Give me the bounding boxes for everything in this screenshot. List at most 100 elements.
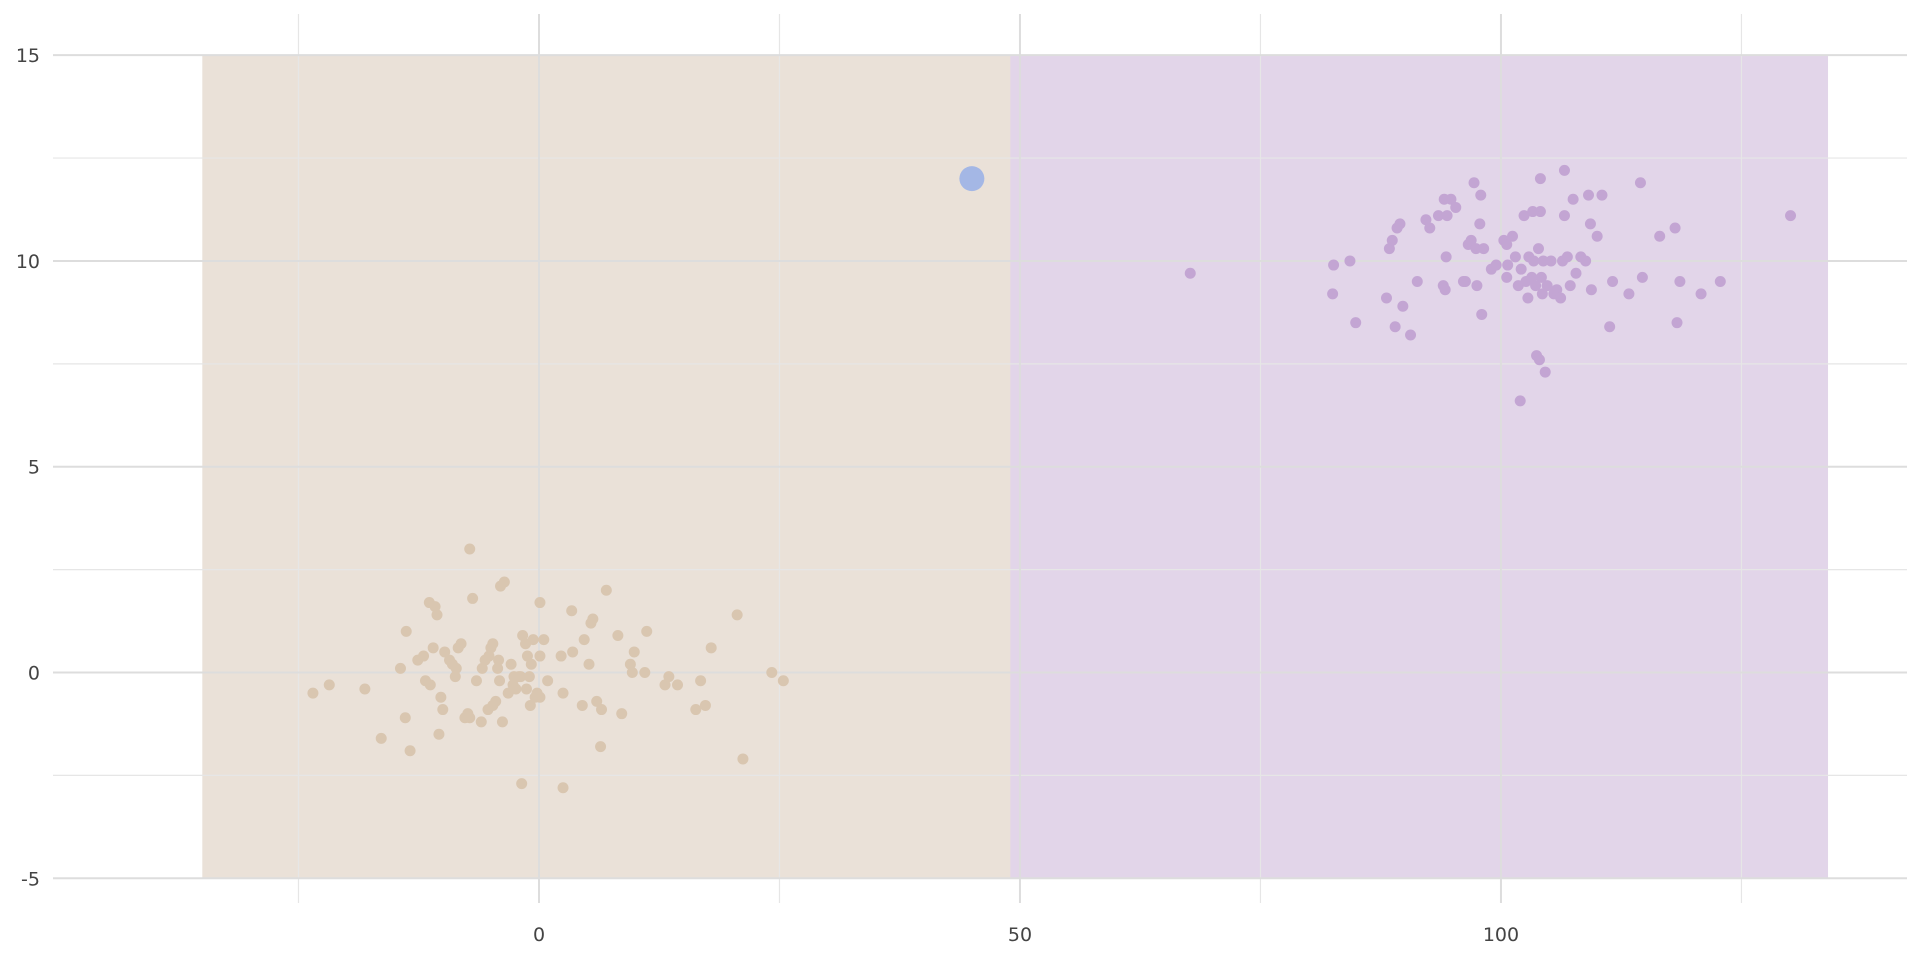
class-b-point <box>1580 255 1592 267</box>
class-b-point <box>1389 321 1401 333</box>
class-b-point <box>1420 214 1432 226</box>
class-b-point <box>1530 280 1542 292</box>
class-a-point <box>449 671 461 683</box>
class-b-point <box>1502 259 1514 271</box>
class-b-point <box>1394 218 1406 230</box>
class-a-point <box>521 650 533 662</box>
class-a-point <box>493 654 505 666</box>
y-tick-label: 10 <box>16 251 40 273</box>
class-a-point <box>705 642 717 654</box>
class-b-point <box>1636 271 1648 283</box>
x-tick-label: 100 <box>1483 924 1519 946</box>
class-a-point <box>429 601 441 613</box>
class-a-point <box>616 708 628 720</box>
class-b-point <box>1695 288 1707 300</box>
class-b-point <box>1528 255 1540 267</box>
class-a-point <box>427 642 439 654</box>
class-a-point <box>777 675 789 687</box>
class-a-point <box>323 679 335 691</box>
class-a-point <box>587 613 599 625</box>
class-b-point <box>1536 288 1548 300</box>
class-a-point <box>628 646 640 658</box>
class-b-point <box>1522 292 1534 304</box>
grid-lines <box>53 14 1907 903</box>
class-a-point <box>505 658 517 670</box>
class-a-point <box>455 638 467 650</box>
class-a-point <box>418 650 430 662</box>
class-b-point <box>1515 263 1527 275</box>
class-a-point <box>464 712 476 724</box>
class-a-point <box>600 584 612 596</box>
class-a-point <box>555 650 567 662</box>
class-b-point <box>1584 218 1596 230</box>
class-a-point <box>400 625 412 637</box>
class-b-point <box>1634 177 1646 189</box>
class-b-point <box>1558 210 1570 222</box>
class-b-point <box>1440 251 1452 263</box>
class-a-point <box>534 597 546 609</box>
class-b-point <box>1714 276 1726 288</box>
y-tick-label: 5 <box>28 457 40 479</box>
class-a-point <box>672 679 684 691</box>
class-b-point <box>1541 280 1553 292</box>
class-a-point <box>695 675 707 687</box>
class-a-point <box>439 646 451 658</box>
class-a-point <box>699 699 711 711</box>
class-a-point <box>527 634 539 646</box>
y-tick-label: 15 <box>16 45 40 67</box>
class-a-point <box>515 671 527 683</box>
class-b-point <box>1445 193 1457 205</box>
class-a-point <box>431 609 443 621</box>
class-a-point <box>433 728 445 740</box>
x-tick-label: 50 <box>1008 924 1032 946</box>
class-b-point <box>1551 284 1563 296</box>
class-a-point <box>639 667 651 679</box>
class-b-point <box>1509 251 1521 263</box>
class-b-point <box>1674 276 1686 288</box>
class-a-point <box>424 679 436 691</box>
class-a-point <box>394 662 406 674</box>
x-tick-label: 0 <box>533 924 545 946</box>
class-b-point <box>1468 177 1480 189</box>
class-b-point <box>1478 243 1490 255</box>
class-b-point <box>1607 276 1619 288</box>
class-a-point <box>578 634 590 646</box>
class-b-point <box>1570 267 1582 279</box>
class-b-point <box>1567 193 1579 205</box>
class-a-point <box>487 638 499 650</box>
class-b-point <box>1564 280 1576 292</box>
class-a-point <box>450 662 462 674</box>
class-b-point <box>1471 280 1483 292</box>
class-b-point <box>1501 238 1513 250</box>
class-b-point <box>1470 243 1482 255</box>
class-b-point <box>1501 271 1513 283</box>
class-a-point <box>663 671 675 683</box>
class-b-point <box>1397 300 1409 312</box>
class-a-point <box>557 782 569 794</box>
class-a-point <box>470 675 482 687</box>
class-b-point <box>1380 292 1392 304</box>
class-a-point <box>566 605 578 617</box>
class-b-point <box>1558 164 1570 176</box>
class-a-point <box>567 646 579 658</box>
class-b-point <box>1671 317 1683 329</box>
class-b-point <box>1386 234 1398 246</box>
class-b-point <box>1623 288 1635 300</box>
class-a-point <box>542 675 554 687</box>
class-b-point <box>1583 189 1595 201</box>
class-b-point <box>1537 255 1549 267</box>
class-a-point <box>641 625 653 637</box>
class-b-point <box>1441 210 1453 222</box>
class-b-point <box>1439 284 1451 296</box>
class-b-point <box>1596 189 1608 201</box>
class-b-point <box>1344 255 1356 267</box>
class-a-point <box>524 699 536 711</box>
class-b-point <box>1476 308 1488 320</box>
class-a-point <box>659 679 671 691</box>
class-a-point <box>307 687 319 699</box>
class-a-point <box>404 745 416 757</box>
class-a-point <box>595 741 607 753</box>
class-a-point <box>516 778 528 790</box>
class-b-point <box>1450 201 1462 213</box>
class-a-point <box>496 716 508 728</box>
